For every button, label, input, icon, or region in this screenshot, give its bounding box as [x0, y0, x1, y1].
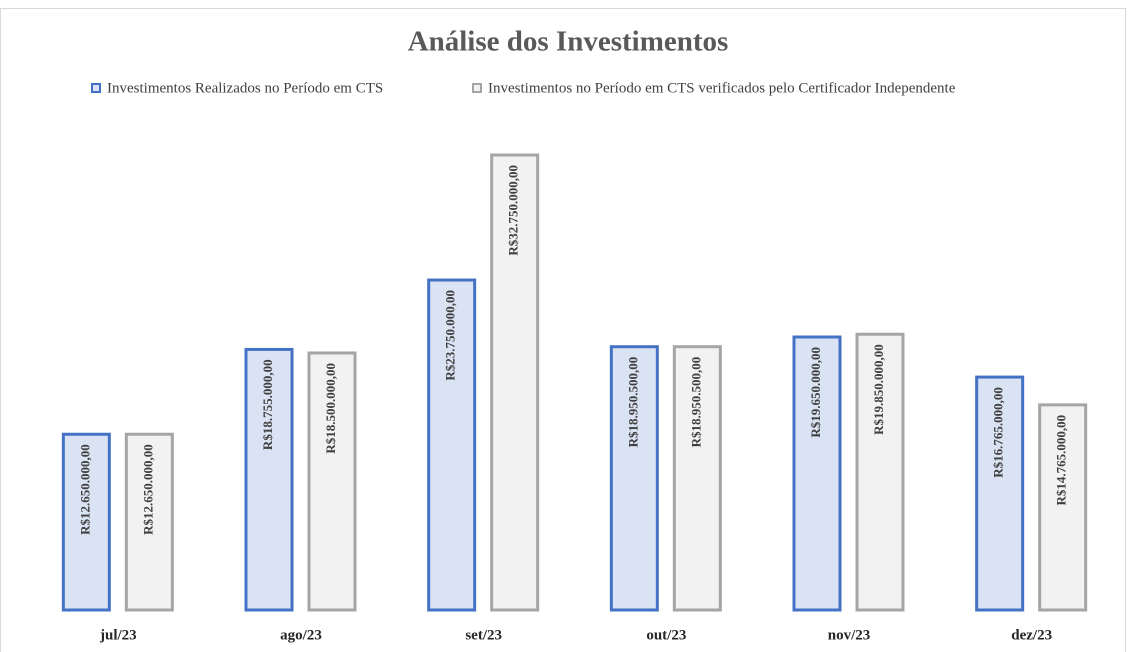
bar [244, 347, 294, 612]
chart-title: Análise dos Investimentos [408, 26, 729, 58]
value-label: R$12.650.000,00 [140, 444, 155, 535]
chart-frame [0, 8, 1126, 652]
value-label: R$18.950.500,00 [688, 357, 703, 448]
value-label: R$16.765.000,00 [991, 387, 1006, 478]
value-label: R$14.765.000,00 [1054, 415, 1069, 506]
value-label: R$18.950.500,00 [625, 357, 640, 448]
bar [792, 335, 842, 612]
value-label: R$19.650.000,00 [808, 347, 823, 438]
x-tick-label: set/23 [465, 627, 502, 643]
x-tick-label: ago/23 [280, 627, 322, 643]
x-tick-label: out/23 [646, 627, 686, 643]
bar [124, 432, 174, 612]
x-tick-label: jul/23 [99, 627, 137, 643]
legend-label: Investimentos no Período em CTS verifica… [488, 80, 956, 96]
value-label: R$32.750.000,00 [506, 165, 521, 256]
legend-swatch [472, 83, 482, 93]
legend-swatch [91, 83, 101, 93]
bar [427, 278, 477, 612]
x-tick-label: nov/23 [828, 627, 871, 643]
bar [490, 153, 540, 612]
bar [609, 345, 659, 612]
value-label: R$18.500.000,00 [323, 363, 338, 454]
value-label: R$18.755.000,00 [260, 359, 275, 450]
value-label: R$23.750.000,00 [443, 290, 458, 381]
bar [672, 345, 722, 612]
bar [975, 375, 1025, 612]
bar [1038, 403, 1088, 612]
legend-label: Investimentos Realizados no Período em C… [107, 80, 383, 96]
bar [307, 351, 357, 612]
value-label: R$19.850.000,00 [871, 344, 886, 435]
bar [61, 432, 111, 612]
value-label: R$12.650.000,00 [77, 444, 92, 535]
bar [855, 332, 905, 612]
x-tick-label: dez/23 [1011, 627, 1052, 643]
